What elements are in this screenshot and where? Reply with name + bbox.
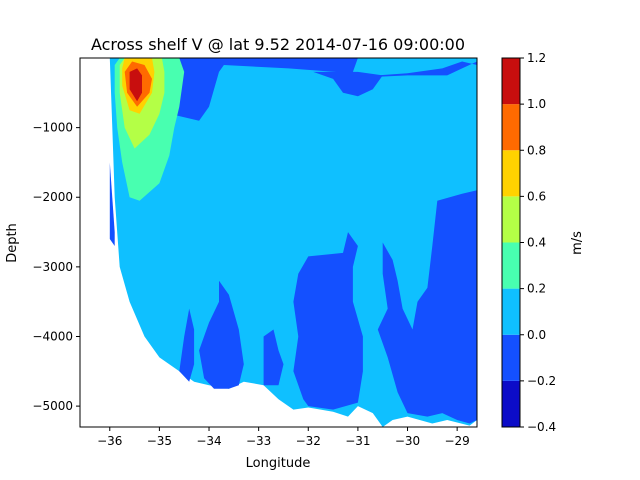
colorbar-tick-label: 1.2	[527, 51, 546, 65]
colorbar-tick-label: 0.0	[527, 328, 546, 342]
colorbar-band	[502, 288, 520, 335]
x-tick-label: −33	[246, 434, 271, 448]
x-tick-label: −32	[296, 434, 321, 448]
contour-region-7	[293, 232, 363, 410]
contour-region-13	[129, 68, 142, 102]
colorbar-tick-label: 1.0	[527, 97, 546, 111]
chart-title: Across shelf V @ lat 9.52 2014-07-16 09:…	[91, 35, 465, 54]
x-tick-label: −30	[395, 434, 420, 448]
x-tick-label: −29	[444, 434, 469, 448]
x-tick-label: −36	[97, 434, 122, 448]
contour-regions	[109, 58, 477, 427]
y-tick-label: −3000	[32, 260, 73, 274]
y-tick-label: −4000	[32, 329, 73, 343]
x-tick-label: −35	[147, 434, 172, 448]
colorbar: −0.4 −0.2 0.0 0.2 0.4 0.6 0.8 1.0 1.2 m/s	[501, 51, 585, 434]
y-tick-label: −1000	[32, 121, 73, 135]
colorbar-band	[502, 334, 520, 381]
colorbar-band	[502, 196, 520, 243]
colorbar-tick-label: 0.4	[527, 236, 546, 250]
colorbar-tick-label: 0.8	[527, 143, 546, 157]
colorbar-band	[502, 150, 520, 197]
x-tick-label: −31	[345, 434, 370, 448]
y-axis-label: Depth	[5, 223, 20, 263]
colorbar-band	[502, 242, 520, 289]
plot-area	[79, 57, 478, 428]
contour-region-1	[159, 58, 477, 121]
colorbar-ticks: −0.4 −0.2 0.0 0.2 0.4 0.6 0.8 1.0 1.2	[520, 51, 556, 434]
x-tick-label: −34	[196, 434, 221, 448]
contour-region-3	[109, 162, 115, 246]
colorbar-tick-label: 0.6	[527, 189, 546, 203]
colorbar-tick-label: −0.2	[527, 374, 556, 388]
y-axis-ticks: −1000 −2000 −3000 −4000 −5000	[32, 121, 80, 413]
y-tick-label: −5000	[32, 399, 73, 413]
plot-frame	[79, 57, 478, 428]
colorbar-band	[502, 58, 520, 105]
x-axis-label: Longitude	[246, 456, 311, 471]
colorbar-tick-label: 0.2	[527, 282, 546, 296]
colorbar-label: m/s	[570, 231, 585, 255]
contour-region-8	[377, 190, 477, 424]
contour-region-5	[179, 308, 195, 382]
contour-region-4	[199, 280, 244, 389]
contour-region-2	[313, 71, 383, 97]
x-axis-ticks: −36 −35 −34 −33 −32 −31 −30 −29	[97, 427, 470, 448]
colorbar-bands	[502, 58, 520, 427]
contour-region-6	[263, 329, 284, 386]
y-tick-label: −2000	[32, 190, 73, 204]
colorbar-tick-label: −0.4	[527, 420, 556, 434]
colorbar-band	[502, 380, 520, 427]
colorbar-band	[502, 104, 520, 151]
